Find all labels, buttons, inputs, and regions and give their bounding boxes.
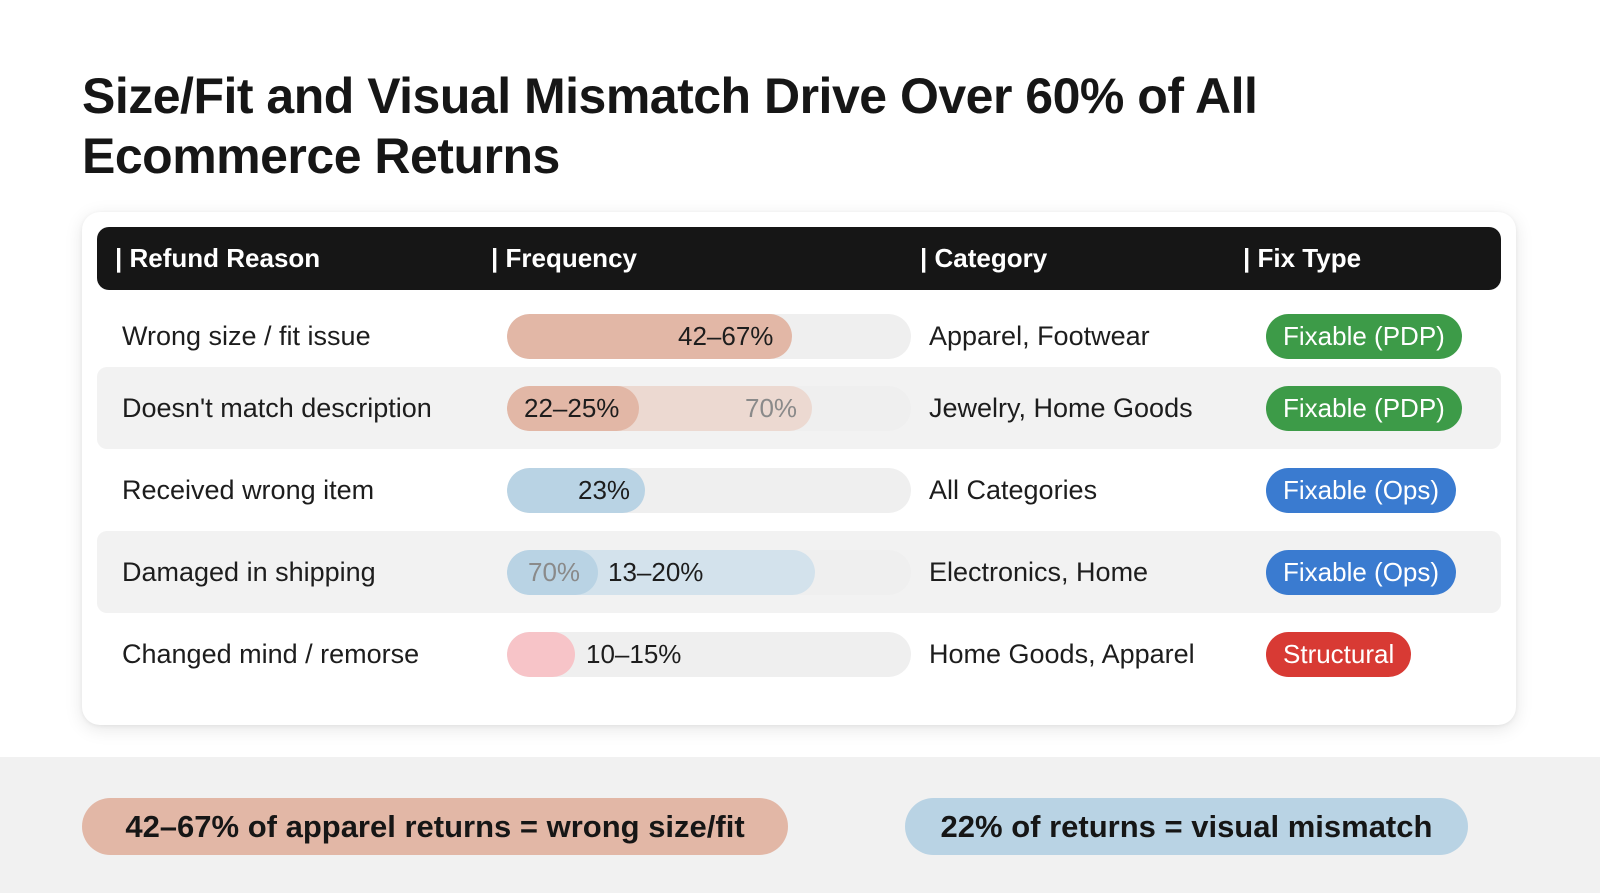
frequency-secondary-label: 70% <box>745 393 798 423</box>
frequency-label: 23% <box>578 475 631 505</box>
frequency-label: 22–25% <box>524 393 620 423</box>
fix-type-badge: Fixable (Ops) <box>1266 550 1457 595</box>
size-fit-callout: 42–67% of apparel returns = wrong size/f… <box>82 798 788 855</box>
returns-table: | Refund Reason | Frequency | Category |… <box>82 212 1516 725</box>
table-row: Received wrong item 23% All Categories F… <box>97 449 1501 531</box>
refund-reason: Changed mind / remorse <box>122 639 420 669</box>
refund-reason: Damaged in shipping <box>122 557 376 587</box>
category: Apparel, Footwear <box>929 321 1150 351</box>
table-row: Damaged in shipping 70% 13–20% Electroni… <box>97 531 1501 613</box>
frequency-label: 42–67% <box>678 321 774 351</box>
table-row: Changed mind / remorse 10–15% Home Goods… <box>97 613 1501 695</box>
category: All Categories <box>929 475 1098 505</box>
fix-type-badge: Fixable (PDP) <box>1266 314 1462 359</box>
frequency-bar: 22–25% 70% <box>507 386 911 431</box>
table-row: Doesn't match description 22–25% 70% Jew… <box>97 367 1501 449</box>
frequency-bar-fill <box>507 386 639 431</box>
frequency-bar-fill <box>507 314 792 359</box>
category: Home Goods, Apparel <box>929 639 1195 669</box>
refund-reason: Wrong size / fit issue <box>122 321 371 351</box>
table-header: | Refund Reason | Frequency | Category |… <box>97 227 1501 290</box>
fix-type-badge: Structural <box>1266 632 1412 677</box>
category: Jewelry, Home Goods <box>929 393 1193 423</box>
frequency-bar-fill <box>507 468 645 513</box>
frequency-bar: 42–67% <box>507 314 911 359</box>
fix-type-badge: Fixable (PDP) <box>1266 386 1462 431</box>
header-refund-reason: | Refund Reason <box>115 243 321 273</box>
frequency-bar: 70% 13–20% <box>507 550 911 595</box>
frequency-bar-fill <box>507 550 598 595</box>
frequency-bar: 23% <box>507 468 911 513</box>
header-category: | Category <box>920 243 1048 273</box>
refund-reason: Received wrong item <box>122 475 375 505</box>
frequency-label: 10–15% <box>586 639 682 669</box>
header-fix-type: | Fix Type <box>1243 243 1362 273</box>
category: Electronics, Home <box>929 557 1149 587</box>
page-title: Size/Fit and Visual Mismatch Drive Over … <box>82 68 1258 184</box>
frequency-secondary-label: 70% <box>528 557 581 587</box>
refund-reason: Doesn't match description <box>122 393 432 423</box>
header-frequency: | Frequency <box>491 243 637 273</box>
visual-mismatch-callout: 22% of returns = visual mismatch <box>905 798 1468 855</box>
table-row: Wrong size / fit issue 42–67% Apparel, F… <box>97 295 1501 377</box>
frequency-bar: 10–15% <box>507 632 911 677</box>
frequency-label: 13–20% <box>608 557 704 587</box>
fix-type-badge: Fixable (Ops) <box>1266 468 1457 513</box>
frequency-bar-fill <box>507 632 575 677</box>
